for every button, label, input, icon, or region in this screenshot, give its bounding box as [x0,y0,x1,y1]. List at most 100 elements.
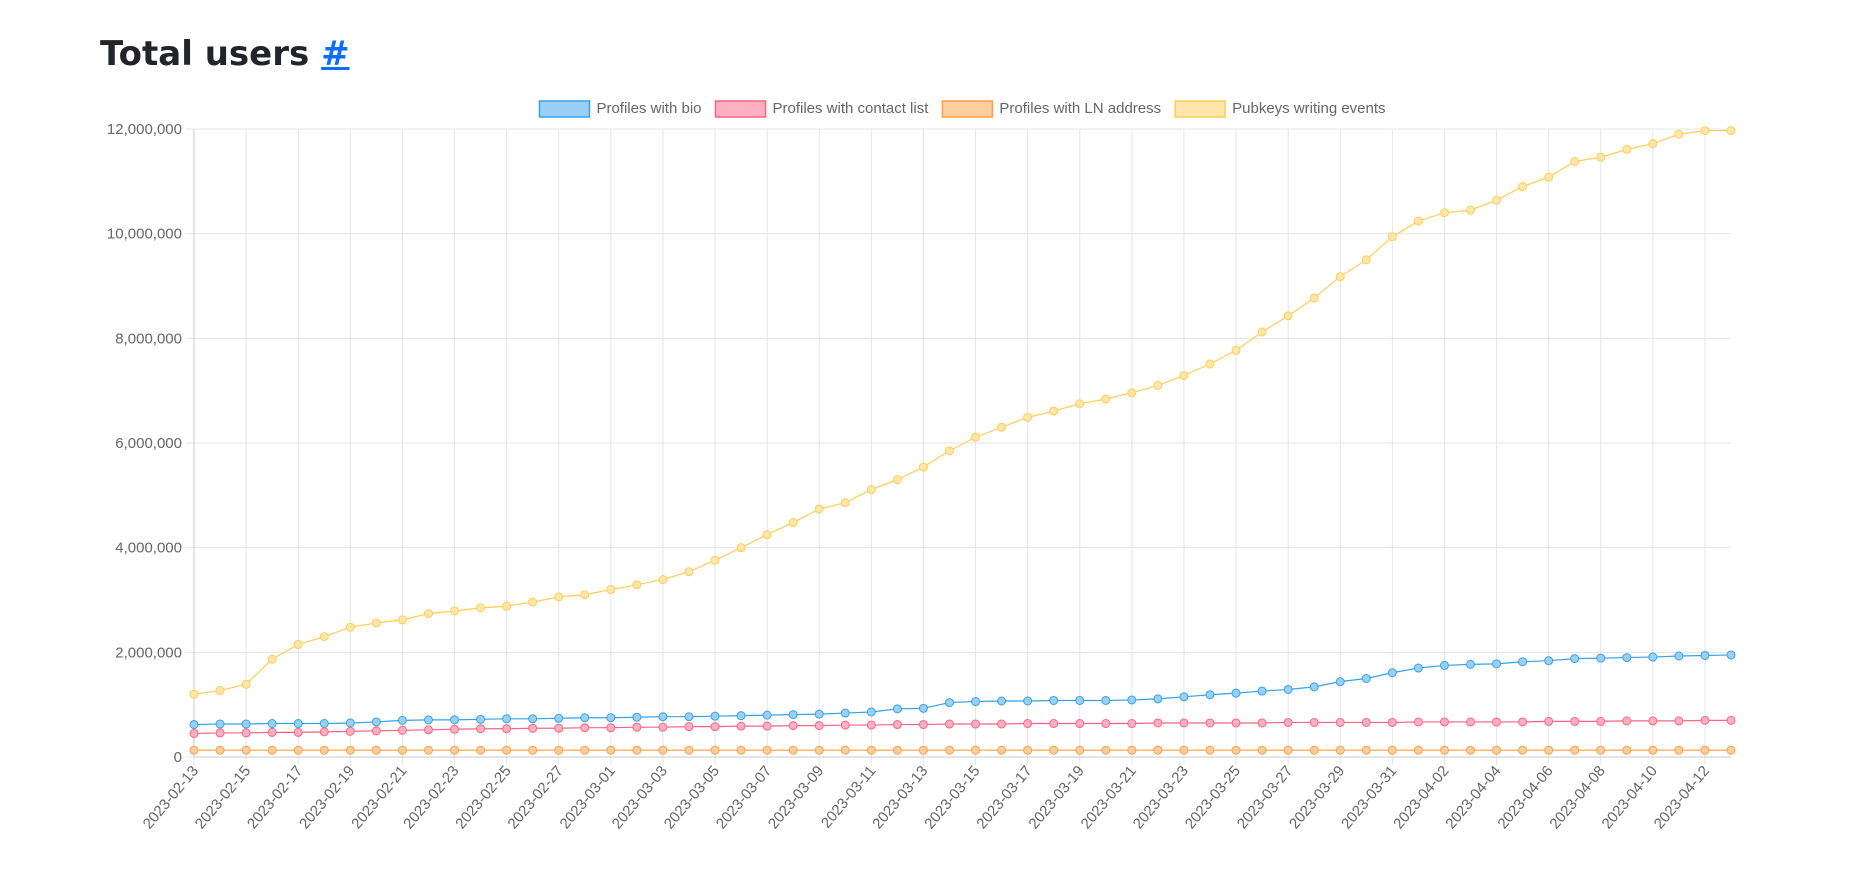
data-point [397,745,407,755]
data-point [189,689,199,699]
data-point [788,745,798,755]
data-point [1700,745,1710,755]
legend-swatch[interactable] [941,100,994,118]
data-point [1700,650,1710,660]
data-point [1075,399,1085,409]
data-point [1257,718,1267,728]
data-point [1101,695,1111,705]
data-point [319,719,329,729]
data-point [1726,650,1736,660]
data-point [319,632,329,642]
data-point [1179,370,1189,380]
data-point [1492,745,1502,755]
data-point [944,698,954,708]
data-point [371,745,381,755]
data-point [736,745,746,755]
data-point [684,712,694,722]
data-point [1361,674,1371,683]
data-point [788,710,798,720]
data-point [1726,126,1736,136]
data-point [632,580,642,590]
data-point [502,724,512,734]
data-point [1648,716,1658,726]
data-point [241,745,251,755]
data-point [944,446,954,456]
data-point [1648,139,1658,149]
data-point [1413,663,1423,673]
data-point [1335,272,1345,282]
data-point [476,745,486,755]
legend-swatch[interactable] [1174,100,1226,118]
data-point [1361,717,1371,727]
data-point [1518,182,1528,192]
data-point [528,597,538,607]
data-point [1700,715,1710,725]
data-point [736,543,746,553]
data-point [1335,717,1345,727]
data-point [293,639,303,649]
data-point [892,745,902,755]
data-point [267,745,277,755]
data-point [1387,668,1397,678]
data-point [189,745,199,755]
data-point [1465,205,1475,215]
data-point [554,592,564,602]
data-point [658,575,668,585]
data-point [1309,682,1319,692]
data-point [1492,717,1502,727]
data-point [632,722,642,732]
data-point [1726,715,1736,725]
data-point [814,709,824,719]
data-point [971,697,981,707]
y-tick-label: 0 [174,749,182,766]
legend-label: Profiles with contact list [773,100,930,117]
data-point [788,721,798,731]
data-point [1023,696,1033,706]
data-point [1465,659,1475,669]
data-point [1257,686,1267,696]
series-2 [189,715,1736,738]
data-point [476,724,486,734]
data-point [1439,745,1449,755]
data-point [1570,716,1580,726]
data-point [450,715,460,725]
data-point [1205,690,1215,700]
data-point [371,717,381,727]
data-point [1309,717,1319,727]
data-point [580,590,590,600]
legend-swatch[interactable] [538,100,591,118]
data-point [528,745,538,755]
data-point [1153,745,1163,755]
data-point [997,719,1007,729]
data-point [1465,745,1475,755]
data-point [319,745,329,755]
data-point [476,603,486,613]
data-point [1518,657,1528,667]
data-point [971,719,981,729]
data-point [1153,718,1163,728]
data-point [1648,745,1658,755]
data-point [423,609,433,619]
data-point [397,715,407,725]
legend-swatch[interactable] [714,100,767,118]
data-point [997,745,1007,755]
data-point [1413,745,1423,755]
data-point [345,718,355,728]
data-point [840,720,850,730]
data-point [892,720,902,730]
series-3 [189,745,1736,755]
data-point [189,728,199,738]
data-point [1049,745,1059,755]
data-point [1127,695,1137,705]
data-point [1648,652,1658,662]
data-point [215,686,225,696]
title-anchor-link[interactable]: # [321,34,350,74]
data-point [1726,745,1736,755]
data-point [762,530,772,540]
data-point [1179,692,1189,702]
data-point [1101,745,1111,755]
data-point [762,721,772,731]
data-point [1674,745,1684,755]
y-tick-label: 12,000,000 [107,121,182,138]
